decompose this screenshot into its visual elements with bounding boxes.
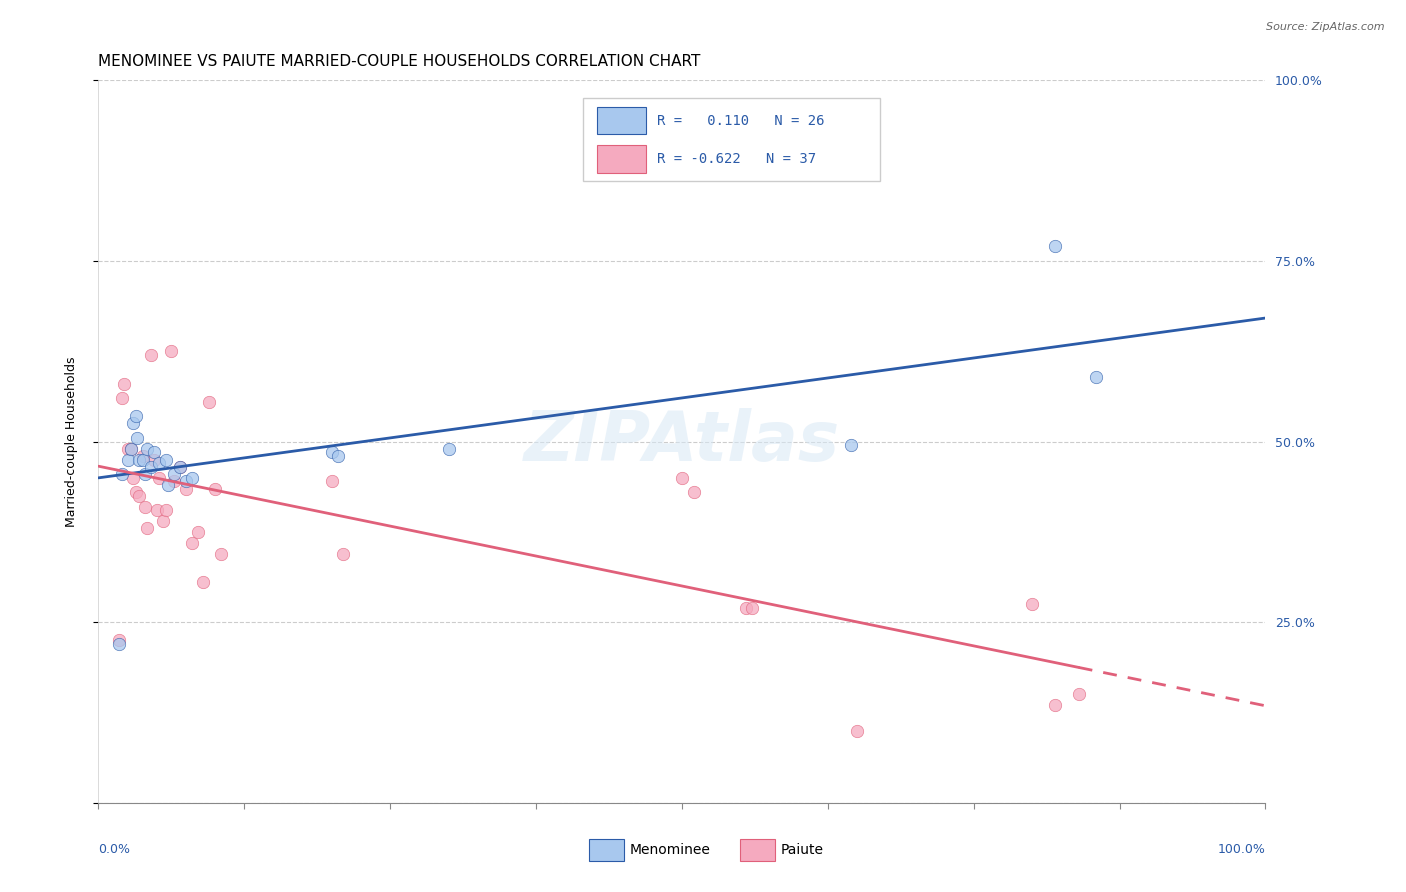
Point: [148, 470, 170, 484]
Point: [157, 478, 180, 492]
Point: [332, 547, 354, 561]
Point: [437, 442, 460, 456]
Point: [193, 575, 215, 590]
Point: [143, 445, 166, 459]
Point: [741, 600, 763, 615]
Point: [682, 485, 704, 500]
Point: [846, 723, 869, 738]
Point: [112, 376, 135, 391]
Point: [148, 456, 170, 470]
Point: [321, 475, 343, 489]
Point: [209, 547, 232, 561]
Point: [143, 452, 166, 467]
Text: 0.0%: 0.0%: [98, 843, 131, 855]
Point: [120, 442, 142, 456]
Point: [839, 438, 862, 452]
Point: [128, 452, 150, 467]
Point: [1045, 698, 1067, 713]
Point: [1021, 597, 1043, 611]
Point: [163, 467, 186, 481]
Point: [132, 452, 155, 467]
Point: [117, 452, 139, 467]
Point: [132, 449, 155, 463]
Point: [139, 459, 162, 474]
Point: [180, 470, 202, 484]
Point: [120, 442, 142, 456]
Point: [134, 500, 156, 514]
Text: Menominee: Menominee: [630, 843, 710, 856]
Point: [125, 485, 148, 500]
Point: [735, 600, 758, 615]
Point: [1045, 239, 1067, 253]
Bar: [589, 838, 623, 861]
Point: [108, 633, 131, 648]
Point: [108, 637, 131, 651]
Point: [134, 467, 156, 481]
Point: [155, 452, 177, 467]
Point: [139, 348, 162, 362]
Point: [326, 449, 349, 463]
Point: [169, 459, 191, 474]
Point: [128, 489, 150, 503]
Y-axis label: Married-couple Households: Married-couple Households: [65, 356, 77, 527]
Point: [174, 475, 197, 489]
FancyBboxPatch shape: [582, 98, 880, 181]
Text: R =   0.110   N = 26: R = 0.110 N = 26: [658, 114, 825, 128]
Text: R = -0.622   N = 37: R = -0.622 N = 37: [658, 152, 817, 166]
Point: [180, 535, 202, 549]
Point: [169, 459, 191, 474]
Point: [136, 521, 159, 535]
Point: [146, 503, 169, 517]
Point: [152, 514, 174, 528]
Point: [204, 482, 226, 496]
Point: [111, 467, 134, 481]
Text: Source: ZipAtlas.com: Source: ZipAtlas.com: [1267, 22, 1385, 32]
Point: [117, 442, 139, 456]
Bar: [596, 145, 645, 173]
Point: [122, 417, 145, 431]
Point: [111, 391, 134, 405]
Point: [174, 482, 197, 496]
Point: [198, 394, 221, 409]
Text: MENOMINEE VS PAIUTE MARRIED-COUPLE HOUSEHOLDS CORRELATION CHART: MENOMINEE VS PAIUTE MARRIED-COUPLE HOUSE…: [98, 54, 700, 70]
Point: [136, 442, 159, 456]
Text: Paiute: Paiute: [782, 843, 824, 856]
Point: [1067, 687, 1090, 701]
Point: [122, 470, 145, 484]
Point: [163, 475, 186, 489]
Bar: [596, 107, 645, 135]
Point: [159, 344, 181, 359]
Point: [155, 503, 177, 517]
Text: 100.0%: 100.0%: [1218, 843, 1265, 855]
Bar: [741, 838, 775, 861]
Point: [187, 524, 209, 539]
Point: [321, 445, 343, 459]
Point: [1085, 369, 1108, 384]
Point: [125, 431, 148, 445]
Point: [671, 470, 693, 484]
Point: [125, 409, 148, 424]
Text: ZIPAtlas: ZIPAtlas: [524, 408, 839, 475]
